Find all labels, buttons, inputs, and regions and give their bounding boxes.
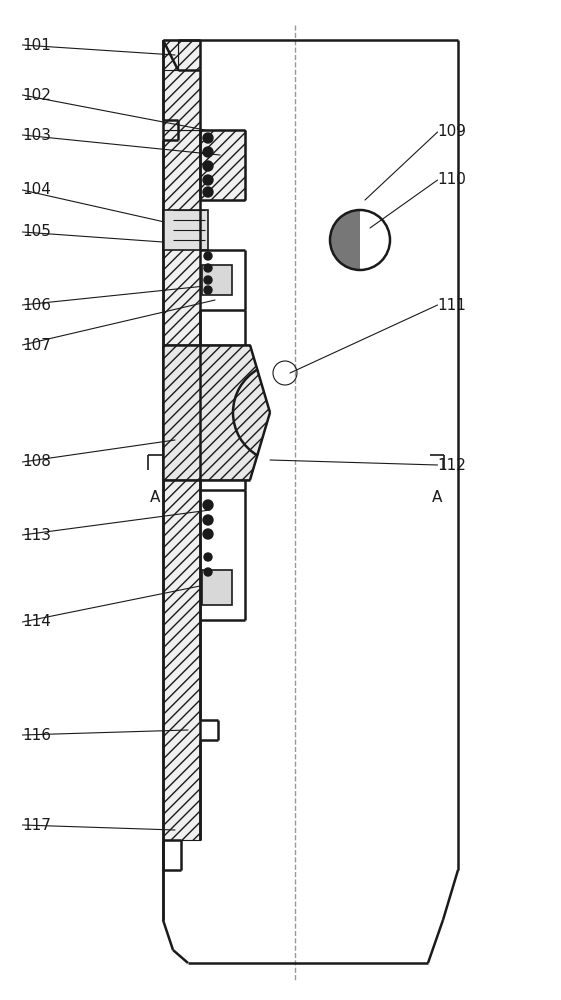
Text: 103: 103 bbox=[22, 127, 52, 142]
Text: 110: 110 bbox=[438, 172, 466, 188]
Circle shape bbox=[203, 500, 213, 510]
Bar bbox=[200, 130, 245, 200]
Circle shape bbox=[203, 161, 213, 171]
Circle shape bbox=[203, 175, 213, 185]
Text: 104: 104 bbox=[22, 182, 51, 198]
Bar bbox=[163, 210, 208, 250]
Circle shape bbox=[203, 515, 213, 525]
Circle shape bbox=[204, 568, 212, 576]
Circle shape bbox=[204, 252, 212, 260]
Polygon shape bbox=[163, 40, 178, 70]
Text: 108: 108 bbox=[22, 454, 51, 470]
Text: 117: 117 bbox=[22, 818, 51, 832]
Text: 105: 105 bbox=[22, 225, 51, 239]
Circle shape bbox=[203, 187, 213, 197]
Text: 102: 102 bbox=[22, 88, 51, 103]
Circle shape bbox=[203, 147, 213, 157]
Wedge shape bbox=[330, 210, 360, 270]
Text: 106: 106 bbox=[22, 298, 52, 312]
Bar bbox=[163, 40, 200, 130]
Bar bbox=[163, 130, 200, 840]
Text: A: A bbox=[432, 490, 442, 505]
Text: A: A bbox=[150, 490, 160, 505]
Text: 109: 109 bbox=[438, 124, 467, 139]
Circle shape bbox=[204, 264, 212, 272]
Circle shape bbox=[203, 133, 213, 143]
Circle shape bbox=[204, 553, 212, 561]
Bar bbox=[202, 570, 232, 605]
Text: 101: 101 bbox=[22, 37, 51, 52]
Circle shape bbox=[204, 286, 212, 294]
Text: 113: 113 bbox=[22, 528, 52, 542]
Polygon shape bbox=[163, 345, 270, 480]
Circle shape bbox=[204, 276, 212, 284]
Bar bbox=[163, 40, 178, 70]
Text: 107: 107 bbox=[22, 338, 51, 353]
Circle shape bbox=[203, 529, 213, 539]
Bar bbox=[202, 265, 232, 295]
Text: 114: 114 bbox=[22, 614, 51, 630]
Text: 116: 116 bbox=[22, 728, 52, 742]
Text: 112: 112 bbox=[438, 458, 466, 473]
Text: 111: 111 bbox=[438, 298, 466, 312]
